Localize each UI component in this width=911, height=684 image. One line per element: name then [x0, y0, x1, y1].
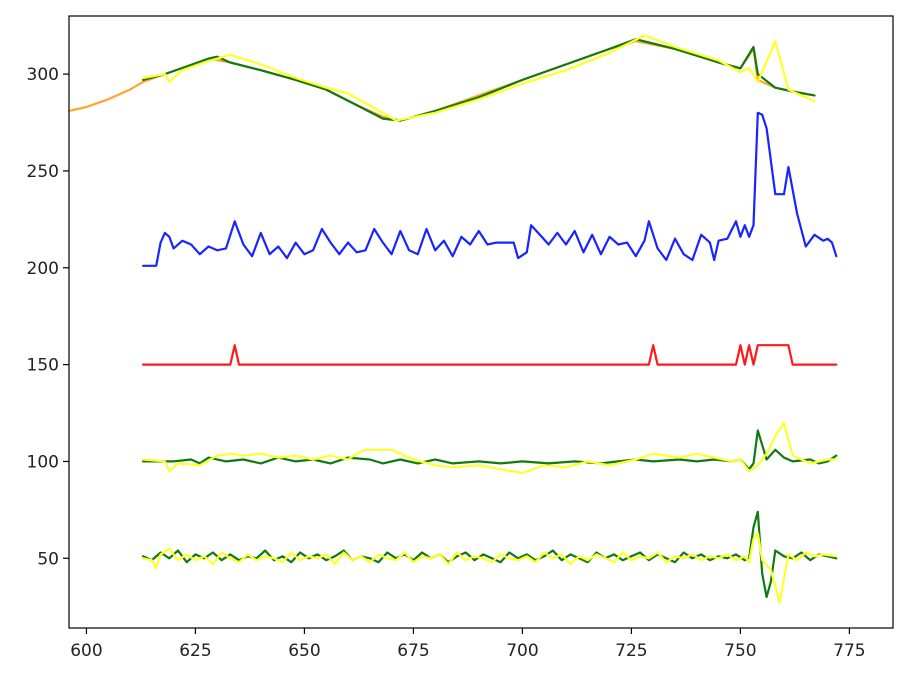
y-tick-label: 150 — [27, 356, 59, 376]
series-line-4 — [142, 111, 838, 267]
series-line-5 — [142, 344, 838, 366]
series-layer — [67, 34, 838, 604]
x-tick-label: 675 — [397, 641, 429, 661]
x-tick-label: 775 — [833, 641, 865, 661]
x-tick-label: 725 — [615, 641, 647, 661]
x-tick-label: 600 — [70, 641, 102, 661]
x-tick-label: 650 — [288, 641, 320, 661]
plot-area-frame — [68, 15, 894, 629]
y-tick-label: 250 — [27, 162, 59, 182]
y-axis: 50 100 150 200 250 300 — [27, 65, 69, 569]
y-tick-label: 50 — [37, 549, 59, 569]
series-line-9 — [142, 531, 838, 604]
x-tick-label: 750 — [724, 641, 756, 661]
y-tick-label: 100 — [27, 452, 59, 472]
y-tick-label: 300 — [27, 65, 59, 85]
y-tick-label: 200 — [27, 259, 59, 279]
series-line-3 — [142, 34, 816, 122]
x-tick-label: 700 — [506, 641, 538, 661]
x-axis: 600 625 650 675 700 725 750 775 — [70, 628, 866, 661]
series-line-2 — [142, 38, 816, 122]
series-line-6 — [142, 429, 838, 471]
series-line-7 — [142, 421, 838, 475]
x-tick-label: 625 — [179, 641, 211, 661]
